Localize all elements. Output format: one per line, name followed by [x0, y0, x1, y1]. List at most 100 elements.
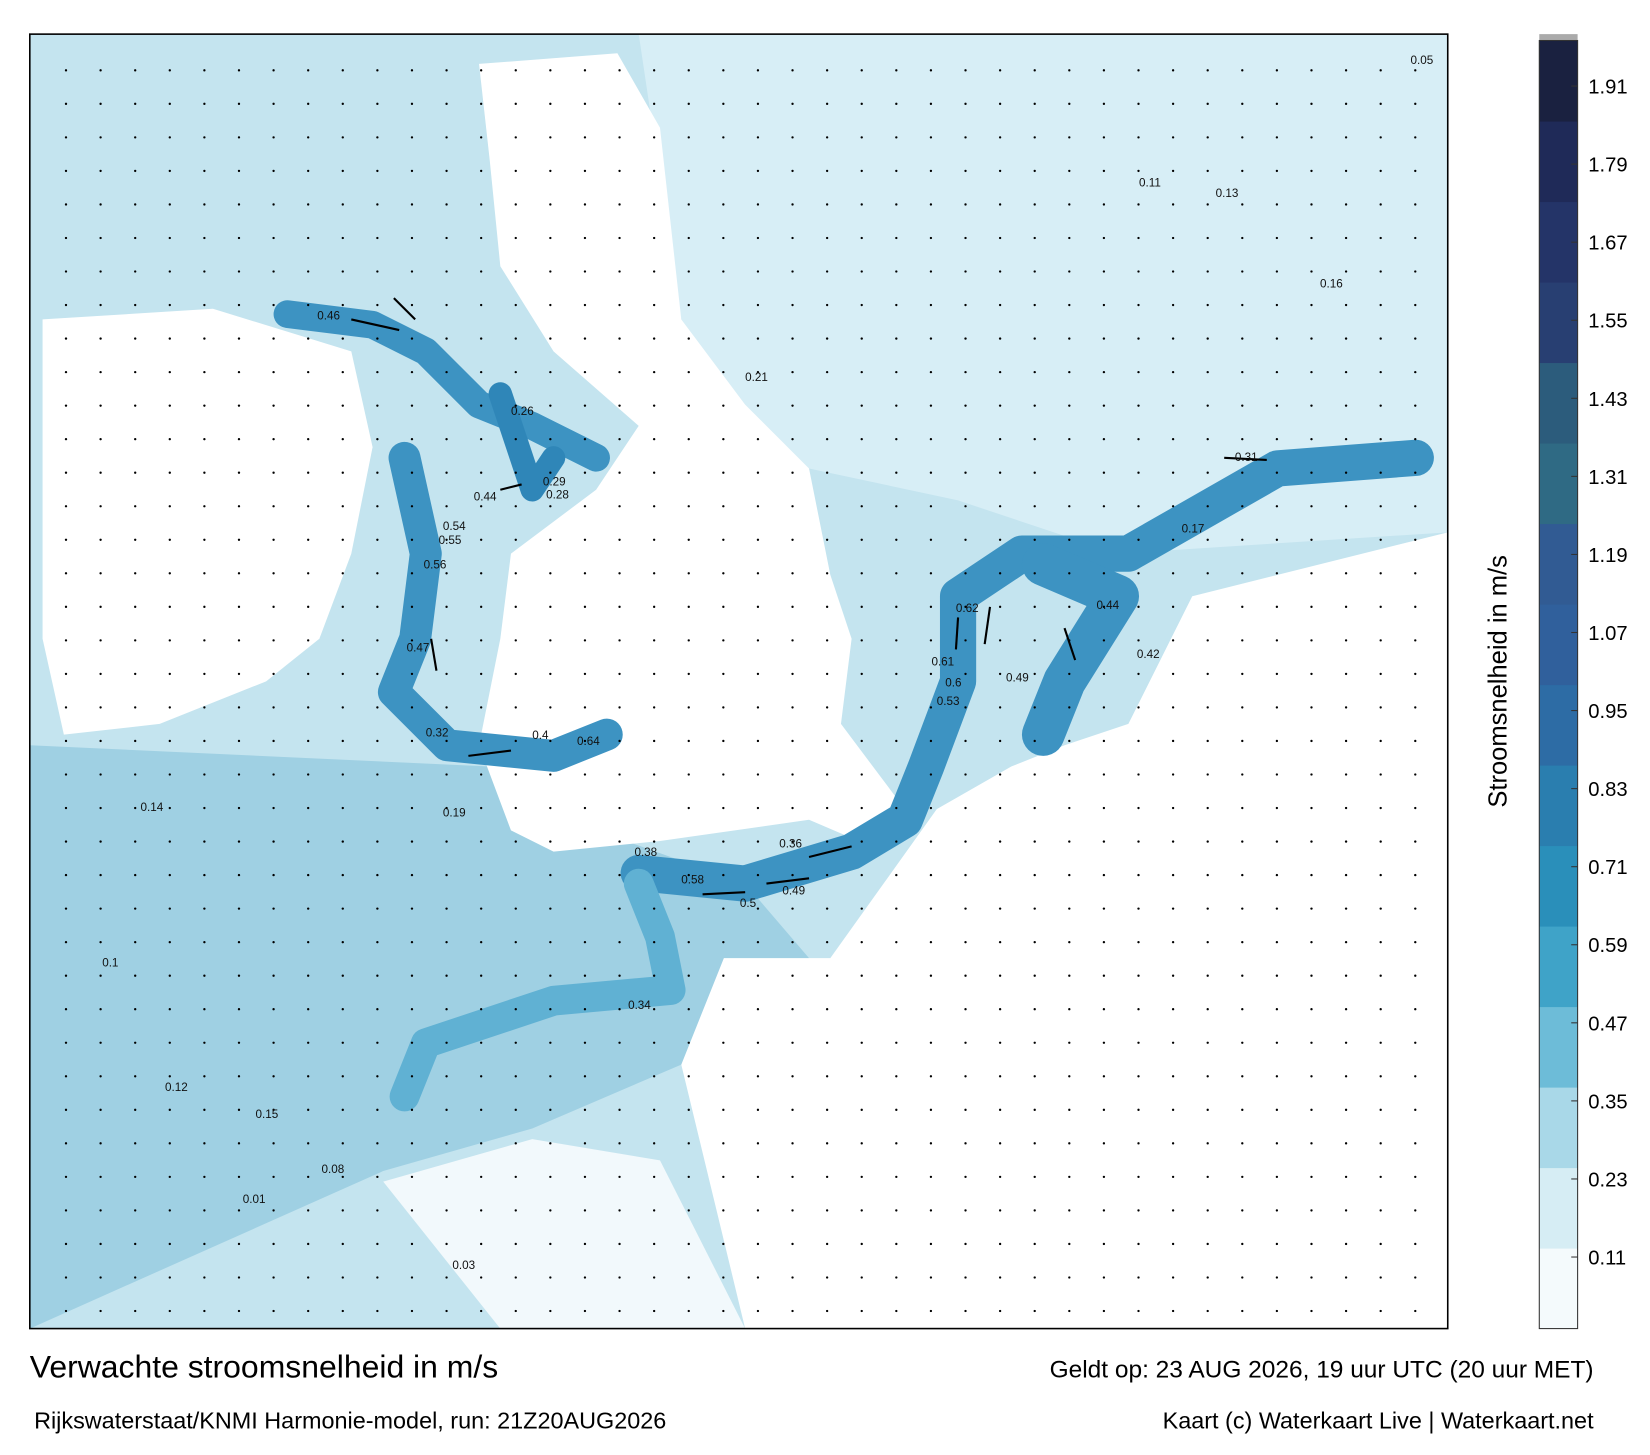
grid-dot	[479, 337, 483, 340]
grid-dot	[1241, 136, 1244, 139]
grid-dot	[1206, 102, 1209, 106]
grid-dot	[549, 1309, 552, 1313]
grid-dot	[929, 1075, 933, 1078]
grid-dot	[1310, 370, 1313, 374]
grid-dot	[1171, 1142, 1175, 1145]
grid-dot	[1379, 236, 1382, 240]
grid-dot	[410, 739, 414, 743]
grid-dot	[99, 1242, 102, 1246]
grid-dot	[410, 1309, 414, 1313]
grid-dot	[1241, 974, 1244, 977]
grid-dot	[1102, 639, 1106, 642]
grid-dot	[1102, 270, 1106, 273]
grid-dot	[860, 69, 863, 72]
grid-dot	[687, 538, 690, 541]
grid-dot	[964, 605, 967, 609]
grid-dot	[445, 203, 448, 206]
grid-dot	[272, 907, 275, 910]
grid-dot	[341, 739, 344, 743]
grid-dot	[549, 974, 552, 977]
grid-dot	[410, 236, 414, 240]
grid-dot	[168, 706, 171, 709]
speed-label: 0.21	[745, 371, 768, 384]
grid-dot	[1137, 69, 1140, 72]
grid-dot	[583, 840, 587, 843]
grid-dot	[410, 404, 414, 407]
grid-dot	[1033, 303, 1036, 307]
grid-dot	[168, 974, 171, 977]
grid-dot	[1102, 303, 1106, 307]
grid-dot	[514, 1175, 517, 1179]
grid-dot	[272, 169, 275, 173]
grid-dot	[756, 136, 760, 139]
grid-dot	[341, 538, 344, 541]
grid-dot	[237, 974, 241, 977]
grid-dot	[445, 471, 448, 474]
grid-dot	[1102, 739, 1106, 743]
grid-dot	[307, 1041, 310, 1044]
grid-dot	[376, 102, 379, 106]
grid-dot	[514, 404, 517, 407]
grid-dot	[237, 438, 241, 441]
grid-dot	[1344, 1008, 1348, 1011]
grid-dot	[134, 303, 137, 307]
grid-dot	[514, 1242, 517, 1246]
grid-dot	[410, 370, 414, 374]
grid-dot	[618, 270, 621, 273]
grid-dot	[687, 438, 690, 441]
grid-dot	[1241, 1175, 1244, 1179]
grid-dot	[514, 270, 517, 273]
grid-dot	[583, 203, 587, 206]
grid-dot	[1137, 706, 1140, 709]
grid-dot	[1206, 1242, 1209, 1246]
grid-dot	[99, 806, 102, 810]
grid-dot	[618, 1142, 621, 1145]
grid-dot	[341, 806, 344, 810]
colorbar-tick-label: 0.59	[1588, 935, 1627, 957]
grid-dot	[1206, 203, 1209, 206]
grid-dot	[583, 270, 587, 273]
grid-dot	[99, 337, 102, 340]
grid-dot	[1206, 438, 1209, 441]
grid-dot	[860, 873, 863, 877]
grid-dot	[168, 303, 171, 307]
grid-dot	[445, 840, 448, 843]
grid-dot	[479, 270, 483, 273]
grid-dot	[791, 974, 794, 977]
grid-dot	[479, 706, 483, 709]
colorbar-band	[1539, 121, 1578, 203]
speed-label: 0.5	[740, 897, 757, 910]
grid-dot	[964, 203, 967, 206]
grid-dot	[1275, 1242, 1279, 1246]
grid-dot	[722, 1041, 725, 1044]
grid-dot	[203, 1276, 206, 1279]
grid-dot	[549, 1209, 552, 1212]
grid-dot	[1137, 438, 1140, 441]
grid-dot	[652, 1175, 656, 1179]
grid-dot	[203, 438, 206, 441]
grid-dot	[99, 303, 102, 307]
grid-dot	[445, 337, 448, 340]
grid-dot	[514, 1108, 517, 1111]
grid-dot	[1241, 873, 1244, 877]
grid-dot	[1171, 69, 1175, 72]
grid-dot	[618, 1075, 621, 1078]
grid-dot	[376, 572, 379, 575]
grid-dot	[134, 169, 137, 173]
grid-dot	[134, 907, 137, 910]
grid-dot	[99, 907, 102, 910]
grid-dot	[895, 136, 898, 139]
grid-dot	[341, 907, 344, 910]
grid-dot	[376, 538, 379, 541]
grid-dot	[583, 337, 587, 340]
grid-dot	[1275, 337, 1279, 340]
grid-dot	[549, 505, 552, 508]
grid-dot	[134, 438, 137, 441]
grid-dot	[549, 69, 552, 72]
grid-dot	[307, 505, 310, 508]
grid-dot	[756, 404, 760, 407]
grid-dot	[964, 672, 967, 676]
grid-dot	[1241, 236, 1244, 240]
grid-dot	[895, 1175, 898, 1179]
grid-dot	[272, 69, 275, 72]
